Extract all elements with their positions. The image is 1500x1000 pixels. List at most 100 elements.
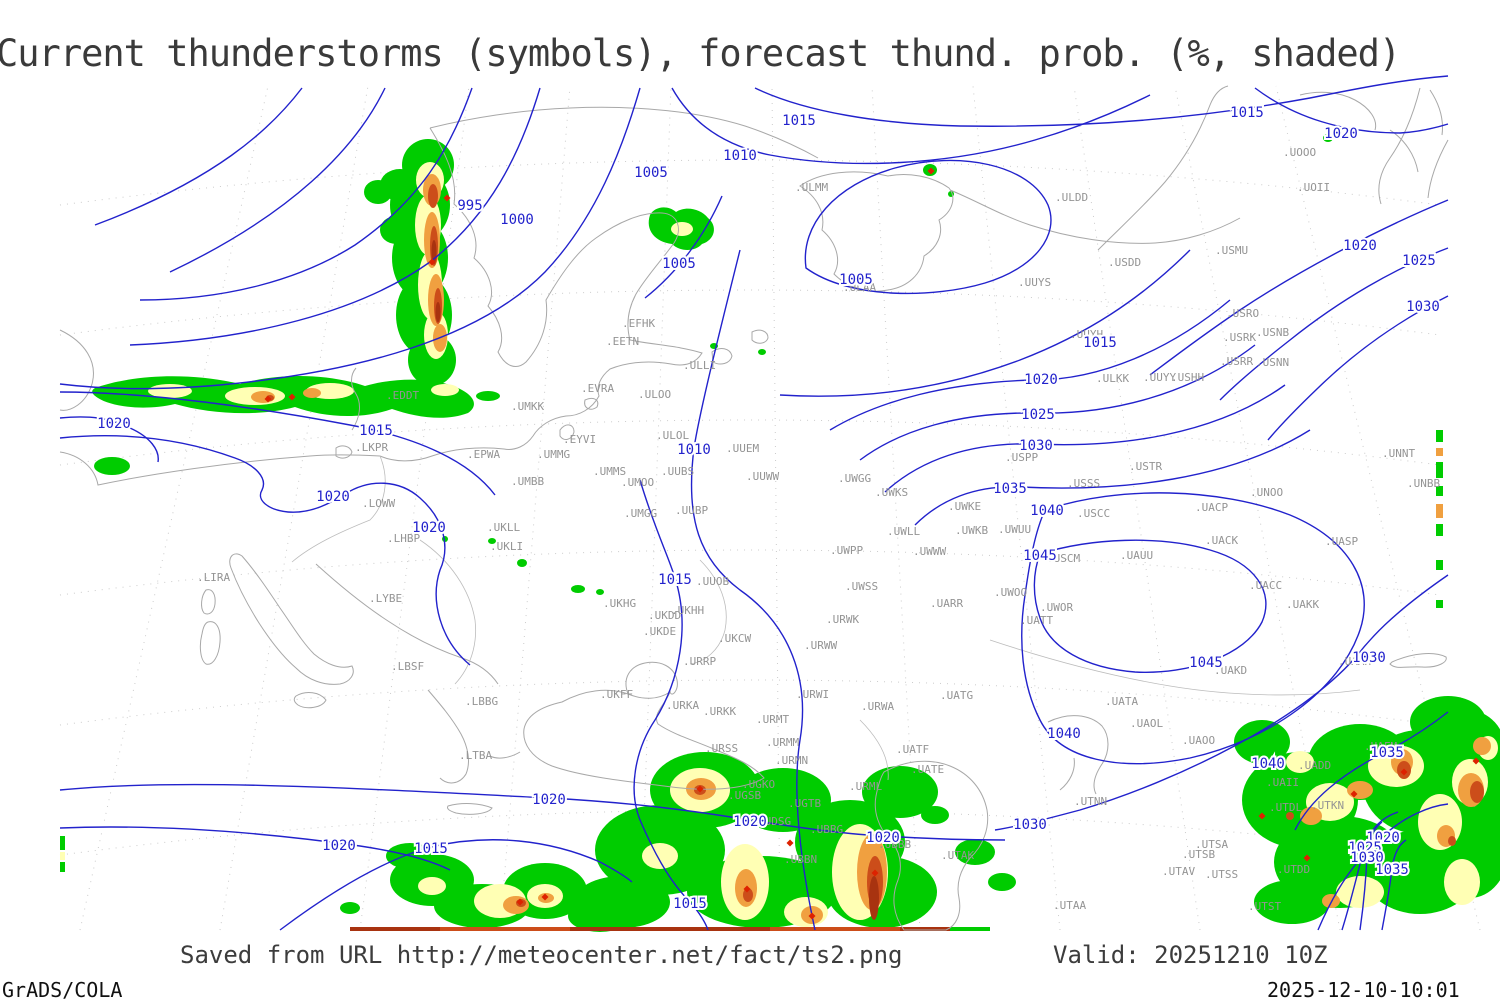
station-label: .UWOR: [1040, 601, 1073, 614]
isobar-label: 1010: [723, 148, 757, 164]
isobar-label: 1015: [658, 572, 692, 588]
station-label: .LKPR: [355, 441, 388, 454]
isobar-label: 1035: [1370, 745, 1404, 761]
station-label: .USPP: [1005, 451, 1038, 464]
isobar-label: 1020: [1366, 830, 1400, 846]
isobar-label: 1025: [1348, 840, 1382, 856]
isobar-label: 1040: [1251, 756, 1285, 772]
station-label: .UBBN: [784, 853, 817, 866]
thunderstorm-symbol: [1350, 790, 1358, 798]
station-label: .USMU: [1215, 244, 1248, 257]
station-label: .EPWA: [467, 448, 500, 461]
station-label: .UATG: [940, 689, 973, 702]
thunderstorm-symbol: [1400, 768, 1408, 776]
isobar-label: 1035: [1375, 862, 1409, 878]
station-label: .UUYS: [1018, 276, 1051, 289]
station-label: .URWW: [804, 639, 837, 652]
station-label: .UWLL: [887, 525, 920, 538]
station-label: .USRK: [1223, 331, 1256, 344]
station-label: .ULDD: [1055, 191, 1088, 204]
isobar-label: 1020: [1324, 126, 1358, 142]
station-label: .URWA: [861, 700, 894, 713]
isobar-label: 1045: [1189, 655, 1223, 671]
probability-shading: [60, 134, 1500, 932]
saved-url-text: Saved from URL http://meteocenter.net/fa…: [180, 941, 903, 969]
station-label: .UAKD: [1214, 664, 1247, 677]
isobar-label: 1030: [1013, 817, 1047, 833]
station-label: .UATA: [1105, 695, 1138, 708]
station-label: .URMT: [756, 713, 789, 726]
thunderstorm-symbol: [743, 885, 751, 893]
station-label: .UARR: [930, 597, 963, 610]
station-label: .UTDL: [1269, 801, 1302, 814]
station-label: .UWPP: [830, 544, 863, 557]
isobar-label: 1030: [1352, 650, 1386, 666]
isobar-label: 1005: [634, 165, 668, 181]
station-label: .LIRA: [197, 571, 230, 584]
station-label: .UTST: [1248, 900, 1281, 913]
station-label: .LTBA: [459, 749, 492, 762]
station-label: .UUOB: [696, 575, 729, 588]
isobar-label: 1030: [1350, 850, 1384, 866]
station-label: .LHBP: [387, 532, 420, 545]
station-label: .ULLI: [683, 359, 716, 372]
station-label: .UUWW: [746, 470, 779, 483]
isobar-label: 1015: [414, 841, 448, 857]
isobar-label: 1030: [1406, 299, 1440, 315]
isobar-label: 1040: [1047, 726, 1081, 742]
station-label: .URWK: [826, 613, 859, 626]
station-label: .UKHH: [671, 604, 704, 617]
station-label: .UAAH: [1338, 655, 1371, 668]
station-label: .EYVI: [563, 433, 596, 446]
station-labels: .ULMM .ULAA .ULDD .UOOO .UOII .USMU .USDD .UUYS…: [197, 146, 1440, 913]
station-label: .EVRA: [581, 382, 614, 395]
station-label: .URMN: [775, 754, 808, 767]
coastlines: [59, 85, 1449, 931]
station-label: .UKCW: [718, 632, 751, 645]
station-label: .ULAA: [843, 281, 876, 294]
isobar-label: 1015: [782, 113, 816, 129]
isobar-value-labels: 9951000100510051010101510051015102010201…: [95, 103, 1442, 914]
station-label: .UTAV: [1162, 865, 1195, 878]
isobar-label: 995: [457, 198, 482, 214]
station-label: .UMGG: [624, 507, 657, 520]
station-label: .UAUU: [1120, 549, 1153, 562]
station-label: .UOOO: [1283, 146, 1316, 159]
isobar-label: 1005: [839, 272, 873, 288]
station-label: .UAII: [1266, 776, 1299, 789]
station-label: .UGKO: [742, 778, 775, 791]
station-label: .UKLI: [490, 540, 523, 553]
station-label: .UMMS: [593, 465, 626, 478]
station-label: .USHH: [1171, 371, 1204, 384]
isobar-label: 1020: [322, 838, 356, 854]
isobar-label: 1030: [1019, 438, 1053, 454]
thunderstorm-symbol: [541, 893, 549, 901]
station-label: .URML: [849, 780, 882, 793]
station-label: .URKA: [666, 699, 699, 712]
isobar-label: 1020: [412, 520, 446, 536]
station-label: .UATT: [1020, 614, 1053, 627]
station-label: .UTAK: [941, 849, 974, 862]
station-label: .UDSG: [758, 815, 791, 828]
isobar-label: 1015: [359, 423, 393, 439]
station-label: .UACK: [1205, 534, 1238, 547]
station-label: .UWWW: [913, 545, 946, 558]
isobar-label: 1045: [1023, 548, 1057, 564]
station-label: .UKDE: [643, 625, 676, 638]
isobar-label: 1040: [1030, 503, 1064, 519]
station-label: .UWKE: [948, 500, 981, 513]
render-timestamp: 2025-12-10-10:01: [1267, 978, 1460, 1000]
isobar-label: 1020: [733, 814, 767, 830]
station-label: .UKLL: [487, 521, 520, 534]
station-label: .USTR: [1129, 460, 1162, 473]
station-label: .UAKK: [1286, 598, 1319, 611]
station-label: .UACC: [1249, 579, 1282, 592]
station-label: .UADD: [1298, 759, 1331, 772]
station-label: .USRR: [1220, 355, 1253, 368]
station-label: .UATE: [911, 763, 944, 776]
station-label: .UTAA: [1053, 899, 1086, 912]
station-label: .UMMG: [537, 448, 570, 461]
station-label: .URKK: [703, 705, 736, 718]
station-label: .UWKB: [955, 524, 988, 537]
station-label: .UNNT: [1382, 447, 1415, 460]
